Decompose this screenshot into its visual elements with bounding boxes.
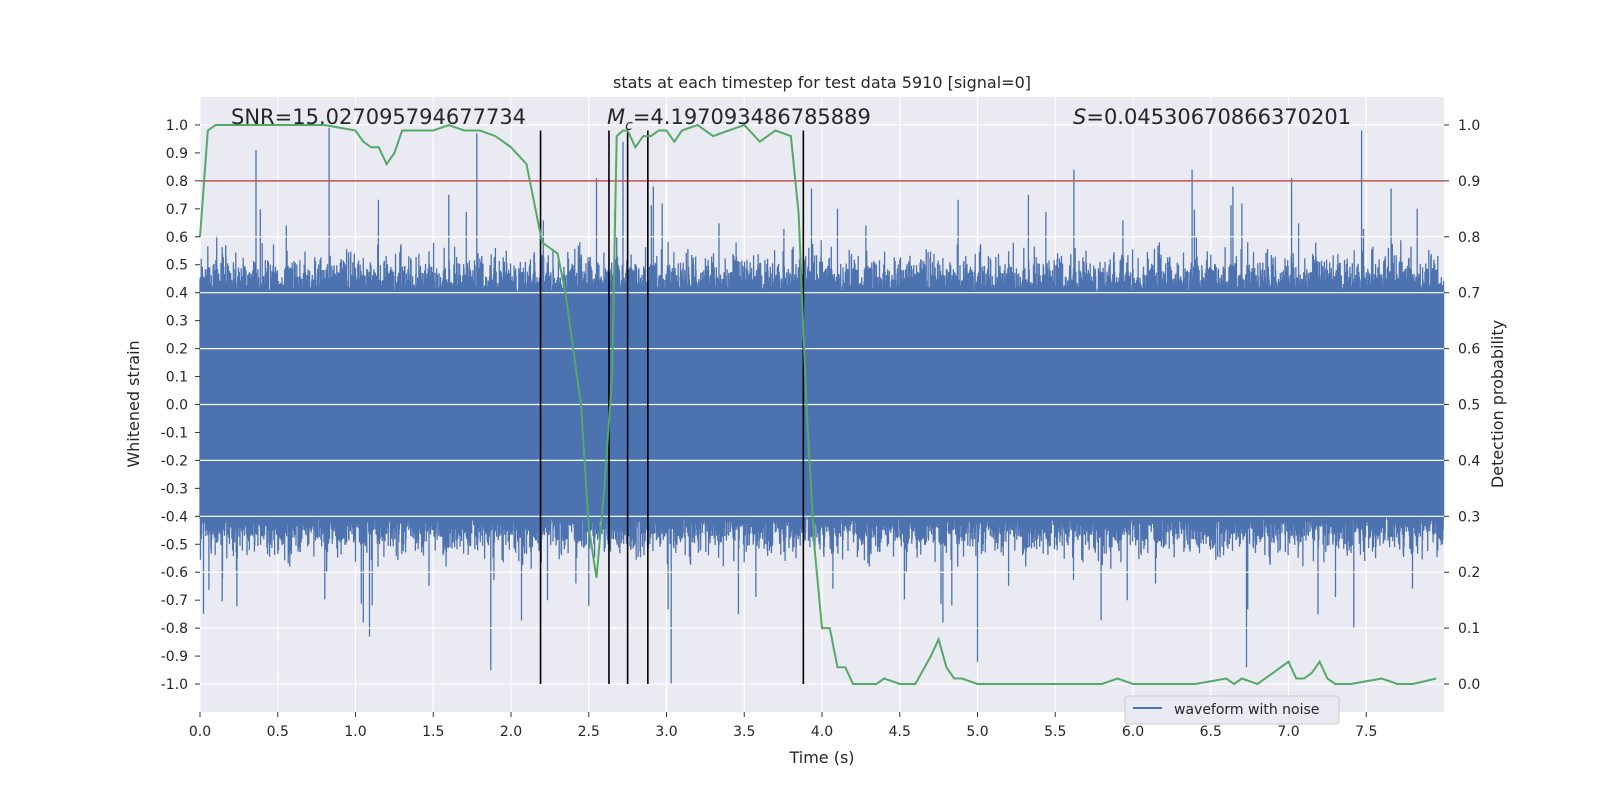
- y-tick-label: -0.3: [161, 481, 188, 497]
- y-tick-label: 1.0: [166, 118, 188, 134]
- y-tick-label: -0.2: [161, 453, 188, 469]
- y2-tick-label: 0.4: [1458, 453, 1480, 469]
- chart-title: stats at each timestep for test data 591…: [613, 73, 1031, 92]
- y-tick-label: 0.9: [166, 146, 188, 162]
- y-tick-label: 0.0: [166, 398, 188, 414]
- y-tick-label: -0.8: [161, 621, 188, 637]
- x-tick-label: 0.0: [189, 724, 211, 740]
- y2-axis-ticks: 1.0 0.9 0.8 0.7 0.6 0.5 0.4 0.3 0.2 0.1 0.0: [1444, 118, 1480, 693]
- probability-line: [199, 123, 1437, 686]
- y-tick-label: 0.6: [166, 230, 188, 246]
- y-tick-label: 0.5: [166, 258, 188, 274]
- y2-tick-label: 0.9: [1458, 174, 1480, 190]
- y-tick-label: 0.1: [166, 370, 188, 386]
- y2-tick-label: 0.5: [1458, 398, 1480, 414]
- x-tick-label: 5.5: [1044, 724, 1066, 740]
- y2-tick-label: 0.0: [1458, 677, 1480, 693]
- y2-tick-label: 1.0: [1458, 118, 1480, 134]
- s-symbol: S: [1073, 105, 1086, 129]
- mc-symbol: M: [607, 105, 625, 129]
- snr-annotation: SNR=15.027095794677734: [231, 105, 526, 129]
- mc-value: =4.197093486785889: [633, 105, 871, 129]
- y-tick-label: -0.5: [161, 537, 188, 553]
- x-tick-label: 5.0: [966, 724, 988, 740]
- y-tick-label: -0.9: [161, 649, 188, 665]
- y-tick-label: -1.0: [161, 677, 188, 693]
- x-tick-label: 0.5: [267, 724, 289, 740]
- y-tick-label: 0.7: [166, 202, 188, 218]
- x-tick-label: 1.0: [344, 724, 366, 740]
- s-annotation: S=0.04530670866370201: [1073, 105, 1351, 129]
- y2-tick-label: 0.7: [1458, 286, 1480, 302]
- x-tick-label: 6.5: [1200, 724, 1222, 740]
- probability-series: [199, 123, 1437, 686]
- y-axis-label: Whitened strain: [124, 340, 143, 467]
- mc-annotation: Mc=4.197093486785889: [607, 105, 871, 134]
- legend: waveform with noise: [1124, 695, 1340, 725]
- y-tick-label: -0.7: [161, 593, 188, 609]
- s-value: =0.04530670866370201: [1086, 105, 1351, 129]
- x-tick-label: 6.0: [1122, 724, 1144, 740]
- y-tick-label: 0.4: [166, 286, 188, 302]
- y2-tick-label: 0.8: [1458, 230, 1480, 246]
- legend-label: waveform with noise: [1174, 702, 1319, 718]
- x-tick-label: 2.5: [578, 724, 600, 740]
- mc-subscript: c: [625, 118, 633, 134]
- y-tick-label: -0.6: [161, 565, 188, 581]
- y2-tick-label: 0.3: [1458, 509, 1480, 525]
- x-tick-label: 4.0: [811, 724, 833, 740]
- annotations: SNR=15.027095794677734 Mc=4.197093486785…: [231, 105, 1351, 134]
- x-tick-label: 7.5: [1355, 724, 1377, 740]
- y-tick-label: -0.4: [161, 509, 188, 525]
- x-axis-label: Time (s): [788, 748, 854, 767]
- x-tick-label: 4.5: [889, 724, 911, 740]
- x-tick-label: 1.5: [422, 724, 444, 740]
- y-tick-label: -0.1: [161, 425, 188, 441]
- y2-axis-label: Detection probability: [1488, 320, 1507, 488]
- y-axis-ticks: 1.0 0.9 0.8 0.7 0.6 0.5 0.4 0.3 0.2 0.1 0.0 -0.1 -0.…: [161, 118, 200, 693]
- y-tick-label: 0.2: [166, 342, 188, 358]
- x-tick-label: 7.0: [1277, 724, 1299, 740]
- x-tick-label: 3.5: [733, 724, 755, 740]
- y-tick-label: 0.3: [166, 314, 188, 330]
- y2-tick-label: 0.1: [1458, 621, 1480, 637]
- y2-tick-label: 0.6: [1458, 342, 1480, 358]
- x-tick-label: 2.0: [500, 724, 522, 740]
- x-axis-ticks: 0.0 0.5 1.0 1.5 2.0 2.5 3.0 3.5 4.0 4.5 5.0 5.5 6.0 6…: [189, 712, 1377, 740]
- x-tick-label: 3.0: [655, 724, 677, 740]
- y2-tick-label: 0.2: [1458, 565, 1480, 581]
- legend-box: [1124, 695, 1340, 725]
- y-tick-label: 0.8: [166, 174, 188, 190]
